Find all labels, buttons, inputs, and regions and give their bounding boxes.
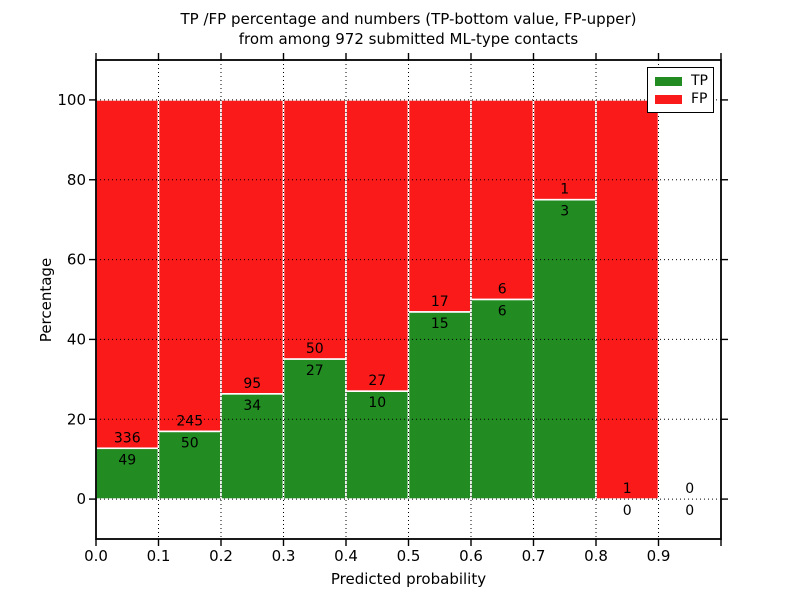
y-tick-label: 100 — [57, 91, 86, 109]
bar-count-label-fp: 1 — [560, 182, 569, 198]
legend-item-tp: TP — [655, 73, 708, 89]
x-tick-label: 0.2 — [209, 547, 233, 565]
y-tick-label: 20 — [67, 410, 86, 428]
y-tick-label: 60 — [67, 251, 86, 269]
x-tick-label: 0.0 — [84, 547, 108, 565]
bar-segment-fp — [282, 99, 347, 360]
bar-count-label-fp: 1 — [623, 481, 632, 497]
legend-item-fp: FP — [655, 91, 708, 107]
x-tick-label: 0.1 — [147, 547, 171, 565]
bar-segment-fp — [470, 99, 535, 301]
x-tick-label: 0.7 — [522, 547, 546, 565]
legend: TP FP — [647, 67, 714, 113]
bar-count-label-tp: 49 — [118, 452, 136, 468]
bar-count-label-fp: 27 — [368, 373, 386, 389]
x-axis-label: Predicted probability — [330, 570, 487, 588]
bar-count-label-fp: 95 — [243, 376, 261, 392]
bar-segment-tp — [282, 358, 347, 500]
bar-count-label-tp: 15 — [431, 316, 449, 332]
fp-swatch-icon — [655, 94, 682, 104]
bar-segment-tp — [220, 393, 285, 500]
legend-label-fp: FP — [691, 91, 708, 107]
legend-label-tp: TP — [691, 73, 708, 89]
tp-swatch-icon — [655, 76, 682, 86]
bar-count-label-fp: 6 — [498, 282, 507, 298]
bar-count-label-tp: 10 — [368, 395, 386, 411]
y-tick-label: 80 — [67, 171, 86, 189]
x-tick-label: 0.9 — [647, 547, 671, 565]
x-tick-label: 0.3 — [272, 547, 296, 565]
bar-count-label-fp: 245 — [176, 413, 203, 429]
bar-count-label-tp: 3 — [560, 204, 569, 220]
y-axis-label: Percentage — [37, 257, 55, 343]
bar-segment-tp — [470, 298, 535, 500]
x-tick-label: 0.6 — [459, 547, 483, 565]
bar-count-label-tp: 0 — [623, 503, 632, 519]
bar-segment-fp — [595, 99, 660, 500]
bar-segment-fp — [157, 99, 222, 433]
chart-title-line1: TP /FP percentage and numbers (TP-bottom… — [180, 10, 637, 28]
bar-count-label-tp: 0 — [685, 503, 694, 519]
bar-count-label-tp: 34 — [243, 398, 261, 414]
bar-segment-fp — [95, 99, 160, 450]
bar-count-label-fp: 50 — [306, 341, 324, 357]
x-tick-label: 0.5 — [397, 547, 421, 565]
bar-segment-tp — [157, 430, 222, 500]
bar-segment-tp — [407, 311, 472, 500]
chart-title-line2: from among 972 submitted ML-type contact… — [238, 30, 579, 48]
bar-segment-fp — [407, 99, 472, 313]
x-tick-label: 0.8 — [584, 547, 608, 565]
x-tick-label: 0.4 — [334, 547, 358, 565]
bar-count-label-fp: 0 — [685, 481, 694, 497]
bar-segment-fp — [220, 99, 285, 395]
chart-title: TP /FP percentage and numbers (TP-bottom… — [96, 9, 721, 49]
bar-count-label-tp: 50 — [181, 435, 199, 451]
bar-count-label-fp: 17 — [431, 294, 449, 310]
bar-count-label-tp: 27 — [306, 363, 324, 379]
y-tick-label: 40 — [67, 330, 86, 348]
bar-count-label-fp: 336 — [114, 430, 141, 446]
bar-segment-fp — [345, 99, 410, 393]
y-tick-label: 0 — [76, 490, 86, 508]
bar-segment-tp — [532, 198, 597, 500]
bar-count-label-tp: 6 — [498, 304, 507, 320]
